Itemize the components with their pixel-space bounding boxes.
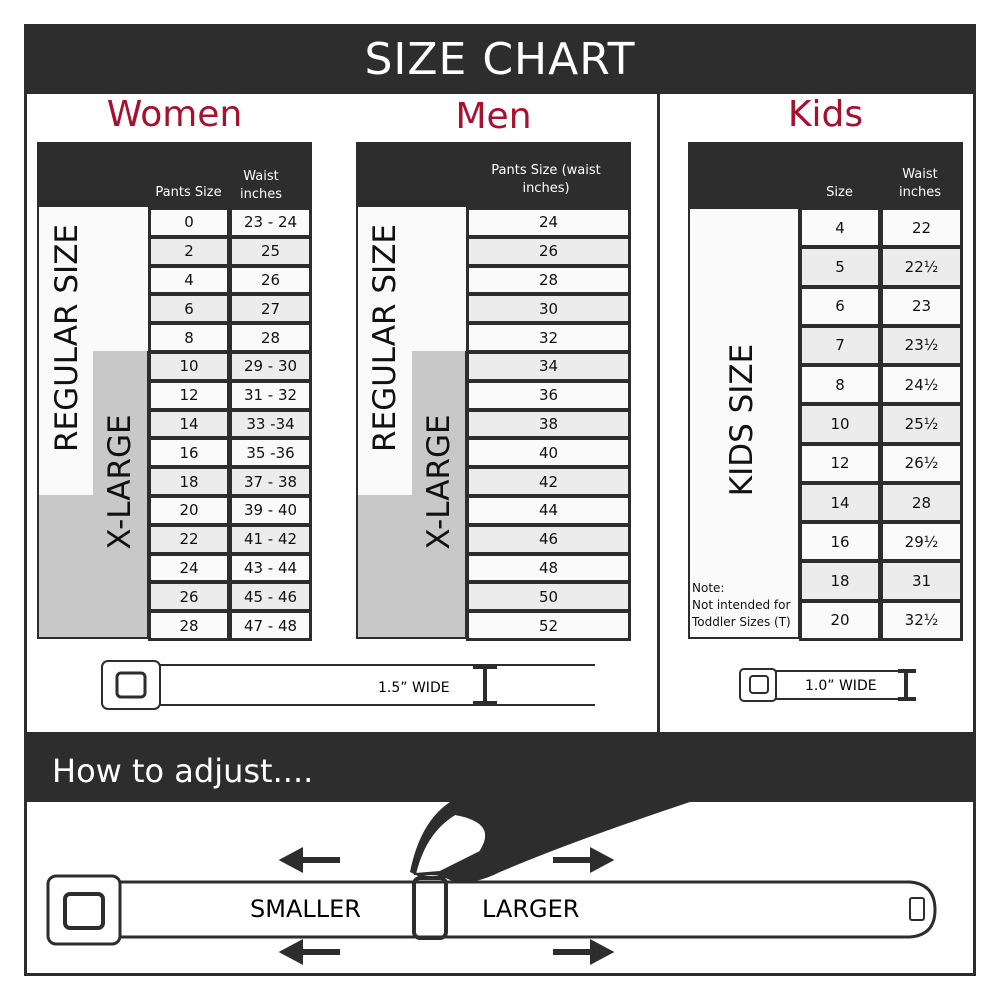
note-title: Note:	[692, 581, 725, 595]
men-size-cell: 30	[466, 293, 631, 325]
belt-1-5-illustration	[101, 660, 595, 710]
kids-heading: Kids	[787, 94, 864, 135]
men-size-cell: 44	[466, 495, 631, 526]
women-waist-cell: 35 -36	[229, 437, 312, 469]
men-heading: Men	[455, 96, 532, 137]
divider	[657, 94, 660, 732]
women-col-waist: Waist inches	[239, 169, 282, 202]
kids-size-cell: 18	[799, 560, 881, 602]
kids-label-area	[688, 207, 800, 639]
kids-size-cell: 10	[799, 403, 881, 445]
women-pants-size-cell: 28	[148, 610, 230, 641]
men-size-cell: 36	[466, 379, 631, 411]
kids-size-cell: 6	[799, 285, 881, 327]
kids-size-label: KIDS SIZE	[724, 343, 760, 497]
women-waist-cell: 25	[229, 235, 312, 267]
kids-waist-cell: 23½	[880, 324, 963, 367]
kids-header: Size Waist inches	[688, 142, 963, 208]
smaller-label: SMALLER	[250, 895, 361, 923]
women-regular-label: REGULAR SIZE	[49, 223, 85, 453]
kids-size-cell: 12	[799, 442, 881, 484]
kids-waist-cell: 26½	[880, 442, 963, 484]
women-pants-size-cell: 4	[148, 264, 230, 296]
women-heading: Women	[106, 94, 243, 135]
women-pants-size-cell: 20	[148, 495, 230, 526]
men-xlarge-label: X-LARGE	[421, 414, 457, 550]
adjust-illustration	[46, 802, 937, 965]
men-size-cell: 38	[466, 408, 631, 440]
men-size-cell: 48	[466, 552, 631, 584]
men-regular-label: REGULAR SIZE	[367, 223, 403, 453]
women-regular-area-top	[37, 207, 149, 351]
kids-col-size: Size	[826, 185, 853, 200]
women-pants-size-cell: 8	[148, 322, 230, 353]
page-title: SIZE CHART	[24, 24, 976, 94]
women-waist-cell: 41 - 42	[229, 523, 312, 555]
kids-waist-cell: 24½	[880, 364, 963, 406]
women-pants-size-cell: 26	[148, 581, 230, 613]
men-regular-area-top	[356, 207, 467, 351]
kids-waist-cell: 28	[880, 481, 963, 524]
kids-col-waist: Waist inches	[898, 167, 941, 200]
women-waist-cell: 28	[229, 322, 312, 353]
women-waist-cell: 37 - 38	[229, 466, 312, 497]
kids-size-cell: 5	[799, 246, 881, 288]
women-waist-cell: 26	[229, 264, 312, 296]
women-waist-cell: 39 - 40	[229, 495, 312, 526]
women-waist-cell: 33 -34	[229, 408, 312, 440]
women-col-pants: Pants Size	[155, 185, 222, 200]
larger-label: LARGER	[482, 895, 580, 923]
adjust-heading: How to adjust....	[24, 732, 976, 802]
kids-waist-cell: 31	[880, 560, 963, 602]
women-pants-size-cell: 14	[148, 408, 230, 440]
men-size-cell: 24	[466, 207, 631, 238]
kids-size-cell: 7	[799, 324, 881, 367]
women-pants-size-cell: 16	[148, 437, 230, 469]
women-pants-size-cell: 2	[148, 235, 230, 267]
kids-waist-cell: 32½	[880, 599, 963, 641]
belt-1-0-illustration	[739, 668, 916, 702]
men-size-cell: 42	[466, 466, 631, 497]
women-header: Pants Size Waist inches	[37, 142, 312, 208]
kids-note: Note: Not intended for Toddler Sizes (T)	[692, 580, 797, 631]
kids-waist-cell: 25½	[880, 403, 963, 445]
women-waist-cell: 27	[229, 293, 312, 325]
kids-waist-cell: 22½	[880, 246, 963, 288]
kids-size-cell: 4	[799, 207, 881, 249]
women-xlarge-label: X-LARGE	[102, 414, 138, 550]
kids-size-cell: 8	[799, 364, 881, 406]
women-pants-size-cell: 10	[148, 351, 230, 382]
men-col-pants: Pants Size (waist inches)	[491, 163, 601, 196]
kids-waist-cell: 22	[880, 207, 963, 249]
men-size-cell: 46	[466, 523, 631, 555]
women-waist-cell: 29 - 30	[229, 351, 312, 382]
belt-width-label: 1.5” WIDE	[378, 680, 450, 696]
kids-belt-width-label: 1.0” WIDE	[805, 678, 877, 694]
kids-waist-cell: 23	[880, 285, 963, 327]
men-size-cell: 50	[466, 581, 631, 613]
women-waist-cell: 31 - 32	[229, 379, 312, 411]
women-pants-size-cell: 22	[148, 523, 230, 555]
women-pants-size-cell: 24	[148, 552, 230, 584]
men-size-cell: 28	[466, 264, 631, 296]
men-size-cell: 34	[466, 351, 631, 382]
men-header: Pants Size (waist inches)	[356, 142, 631, 208]
women-waist-cell: 45 - 46	[229, 581, 312, 613]
kids-size-cell: 16	[799, 521, 881, 563]
women-pants-size-cell: 18	[148, 466, 230, 497]
women-pants-size-cell: 12	[148, 379, 230, 411]
women-waist-cell: 43 - 44	[229, 552, 312, 584]
men-size-cell: 52	[466, 610, 631, 641]
men-size-cell: 40	[466, 437, 631, 469]
men-size-cell: 26	[466, 235, 631, 267]
men-size-cell: 32	[466, 322, 631, 353]
women-pants-size-cell: 0	[148, 207, 230, 238]
kids-waist-cell: 29½	[880, 521, 963, 563]
women-waist-cell: 47 - 48	[229, 610, 312, 641]
kids-size-cell: 20	[799, 599, 881, 641]
note-text: Not intended for Toddler Sizes (T)	[692, 598, 791, 629]
kids-size-cell: 14	[799, 481, 881, 524]
women-waist-cell: 23 - 24	[229, 207, 312, 238]
women-pants-size-cell: 6	[148, 293, 230, 325]
